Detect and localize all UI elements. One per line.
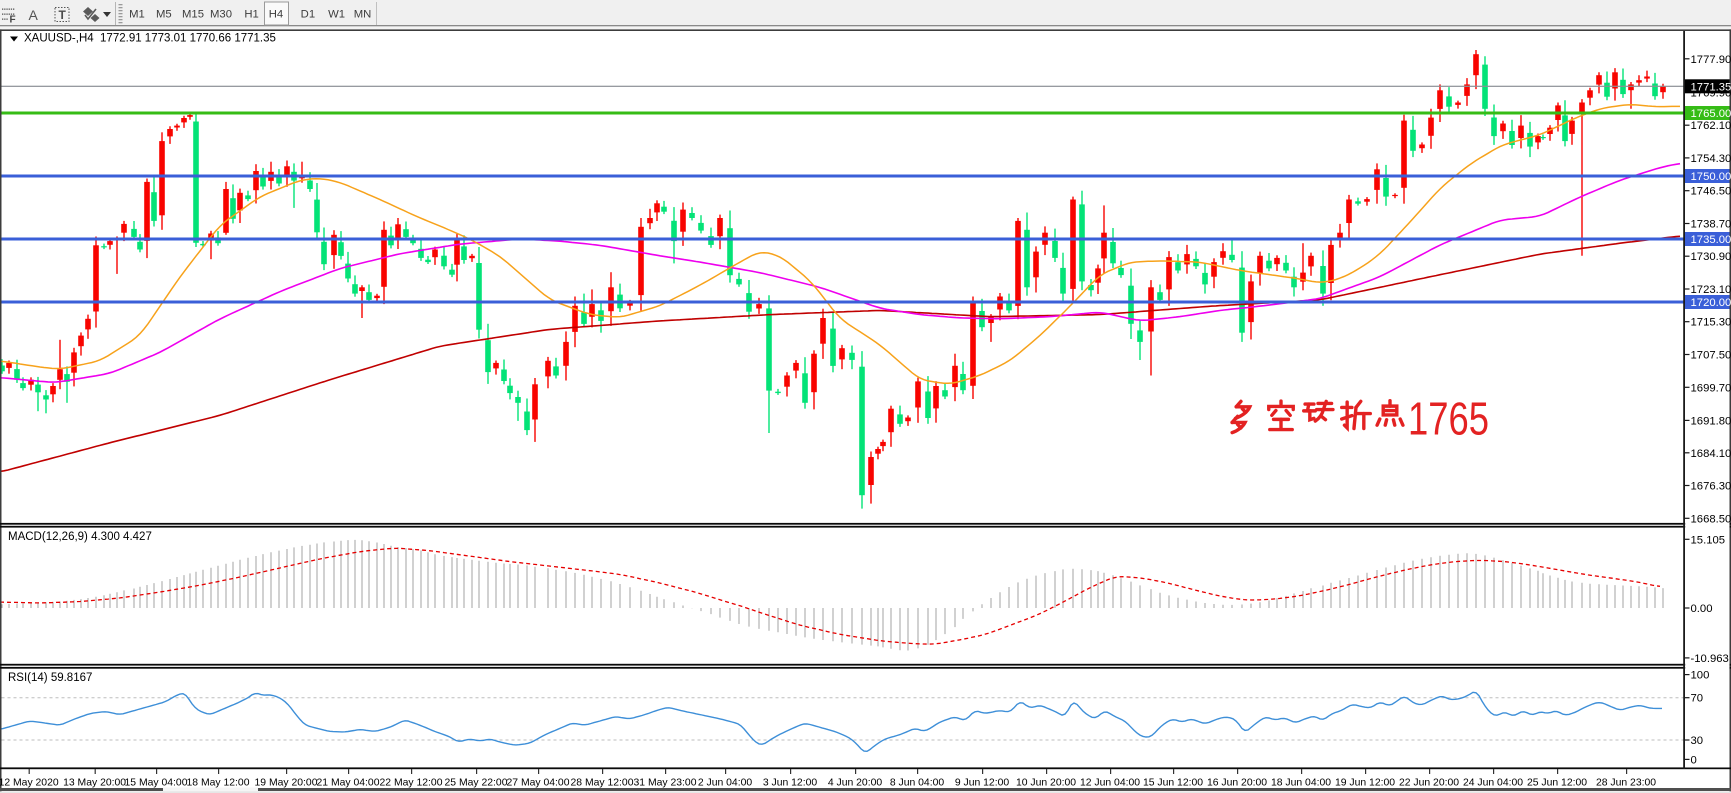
- svg-text:H4: H4: [269, 9, 283, 21]
- svg-text:M5: M5: [156, 9, 172, 21]
- svg-text:RSI(14) 59.8167: RSI(14) 59.8167: [8, 672, 92, 684]
- svg-text:M30: M30: [210, 9, 232, 21]
- svg-text:22 May 12:00: 22 May 12:00: [380, 778, 443, 789]
- svg-text:D1: D1: [301, 9, 315, 21]
- svg-text:25 Jun 12:00: 25 Jun 12:00: [1527, 778, 1587, 789]
- svg-text:15 May 04:00: 15 May 04:00: [125, 778, 188, 789]
- svg-text:F: F: [10, 15, 16, 26]
- svg-text:27 May 04:00: 27 May 04:00: [507, 778, 570, 789]
- svg-text:1684.10: 1684.10: [1691, 448, 1731, 460]
- svg-text:1765.00: 1765.00: [1691, 108, 1731, 120]
- svg-text:1676.30: 1676.30: [1691, 481, 1731, 493]
- svg-text:28 Jun 23:00: 28 Jun 23:00: [1596, 778, 1656, 789]
- svg-text:MN: MN: [354, 9, 372, 21]
- svg-text:1723.10: 1723.10: [1691, 284, 1731, 296]
- svg-text:12 May 2020: 12 May 2020: [0, 778, 59, 789]
- svg-text:2 Jun 04:00: 2 Jun 04:00: [698, 778, 753, 789]
- svg-text:1707.50: 1707.50: [1691, 350, 1731, 362]
- svg-text:10 Jun 20:00: 10 Jun 20:00: [1016, 778, 1076, 789]
- svg-text:M15: M15: [182, 9, 204, 21]
- svg-text:1720.00: 1720.00: [1691, 297, 1731, 309]
- svg-text:0: 0: [1691, 754, 1697, 766]
- svg-text:19 Jun 12:00: 19 Jun 12:00: [1335, 778, 1395, 789]
- svg-text:1746.50: 1746.50: [1691, 186, 1731, 198]
- svg-text:-10.963: -10.963: [1691, 653, 1729, 665]
- svg-text:3 Jun 12:00: 3 Jun 12:00: [763, 778, 818, 789]
- svg-text:12 Jun 04:00: 12 Jun 04:00: [1080, 778, 1140, 789]
- svg-text:1762.10: 1762.10: [1691, 120, 1731, 132]
- svg-text:8 Jun 04:00: 8 Jun 04:00: [890, 778, 945, 789]
- svg-text:15.105: 15.105: [1691, 534, 1726, 546]
- svg-text:100: 100: [1691, 670, 1710, 682]
- svg-text:1715.30: 1715.30: [1691, 317, 1731, 329]
- svg-text:15 Jun 12:00: 15 Jun 12:00: [1143, 778, 1203, 789]
- svg-text:1668.50: 1668.50: [1691, 513, 1731, 525]
- svg-text:1765: 1765: [1408, 393, 1489, 445]
- svg-text:21 May 04:00: 21 May 04:00: [317, 778, 380, 789]
- svg-text:W1: W1: [328, 9, 345, 21]
- svg-text:16 Jun 20:00: 16 Jun 20:00: [1207, 778, 1267, 789]
- svg-text:9 Jun 12:00: 9 Jun 12:00: [955, 778, 1010, 789]
- svg-text:1699.70: 1699.70: [1691, 382, 1731, 394]
- svg-text:XAUUSD-,H4 1772.91 1773.01 17: XAUUSD-,H4 1772.91 1773.01 1770.66 1771.…: [24, 33, 276, 45]
- svg-text:4 Jun 20:00: 4 Jun 20:00: [828, 778, 883, 789]
- svg-text:13 May 20:00: 13 May 20:00: [63, 778, 126, 789]
- svg-text:1730.90: 1730.90: [1691, 251, 1731, 263]
- svg-text:30: 30: [1691, 735, 1704, 747]
- svg-text:1691.80: 1691.80: [1691, 415, 1731, 427]
- svg-text:24 Jun 04:00: 24 Jun 04:00: [1463, 778, 1523, 789]
- svg-text:M1: M1: [129, 9, 145, 21]
- svg-text:70: 70: [1691, 693, 1704, 705]
- svg-text:MACD(12,26,9) 4.300 4.427: MACD(12,26,9) 4.300 4.427: [8, 531, 152, 543]
- svg-text:T: T: [59, 8, 67, 22]
- svg-text:19 May 20:00: 19 May 20:00: [255, 778, 318, 789]
- svg-text:1777.90: 1777.90: [1691, 54, 1731, 66]
- svg-text:28 May 12:00: 28 May 12:00: [571, 778, 634, 789]
- svg-text:25 May 22:00: 25 May 22:00: [445, 778, 508, 789]
- svg-text:1750.00: 1750.00: [1691, 171, 1731, 183]
- svg-text:18 Jun 04:00: 18 Jun 04:00: [1271, 778, 1331, 789]
- svg-text:0.00: 0.00: [1691, 603, 1713, 615]
- svg-text:18 May 12:00: 18 May 12:00: [187, 778, 250, 789]
- svg-text:1738.70: 1738.70: [1691, 219, 1731, 231]
- svg-text:1771.35: 1771.35: [1691, 82, 1731, 94]
- svg-text:22 Jun 20:00: 22 Jun 20:00: [1399, 778, 1459, 789]
- svg-text:A: A: [29, 7, 39, 23]
- svg-text:31 May 23:00: 31 May 23:00: [634, 778, 697, 789]
- svg-text:1735.00: 1735.00: [1691, 234, 1731, 246]
- svg-text:H1: H1: [244, 9, 258, 21]
- svg-text:1754.30: 1754.30: [1691, 153, 1731, 165]
